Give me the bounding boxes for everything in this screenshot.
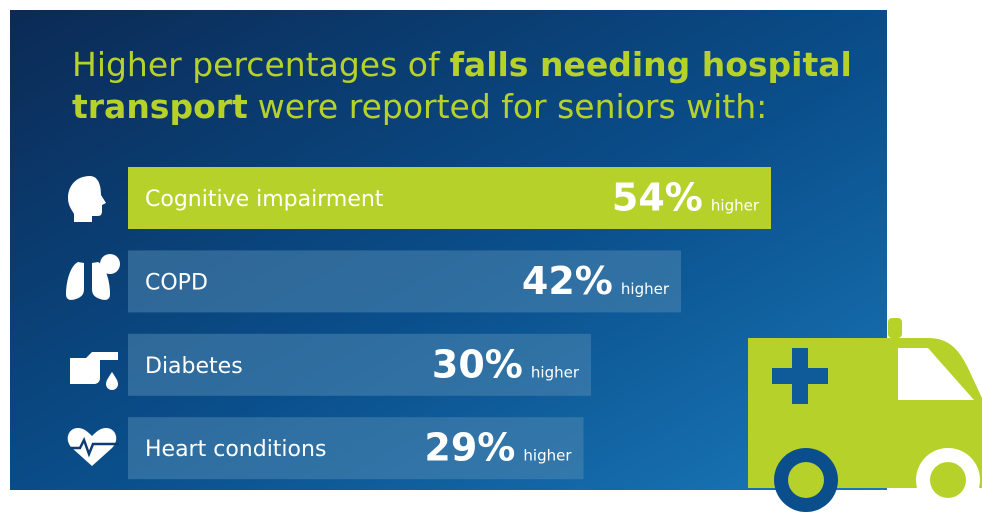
lungs-icon-badge — [100, 254, 120, 274]
infographic: Higher percentages offalls needing hospi… — [0, 0, 982, 517]
value-suffix: higher — [523, 447, 572, 465]
title-bold: transport — [72, 87, 248, 126]
value-label: 54% — [612, 176, 703, 220]
value-label: 42% — [522, 259, 613, 303]
category-label: COPD — [145, 270, 208, 295]
title-text: were reported for seniors with: — [258, 87, 767, 126]
category-label: Heart conditions — [145, 437, 326, 462]
value-suffix: higher — [531, 363, 580, 381]
title-text: Higher percentages of — [72, 45, 441, 84]
value-label: 30% — [432, 342, 523, 386]
ambulance-icon — [748, 318, 982, 512]
title-line: transport were reported for seniors with: — [72, 87, 767, 126]
ambulance-hub — [788, 462, 824, 498]
value-suffix: higher — [711, 197, 760, 215]
category-label: Diabetes — [145, 354, 243, 379]
ambulance-light — [888, 318, 902, 338]
value-suffix: higher — [621, 280, 670, 298]
value-label: 29% — [424, 426, 515, 470]
title-bold: falls needing hospital — [450, 45, 852, 84]
ambulance-hub — [930, 462, 966, 498]
category-label: Cognitive impairment — [145, 187, 384, 212]
